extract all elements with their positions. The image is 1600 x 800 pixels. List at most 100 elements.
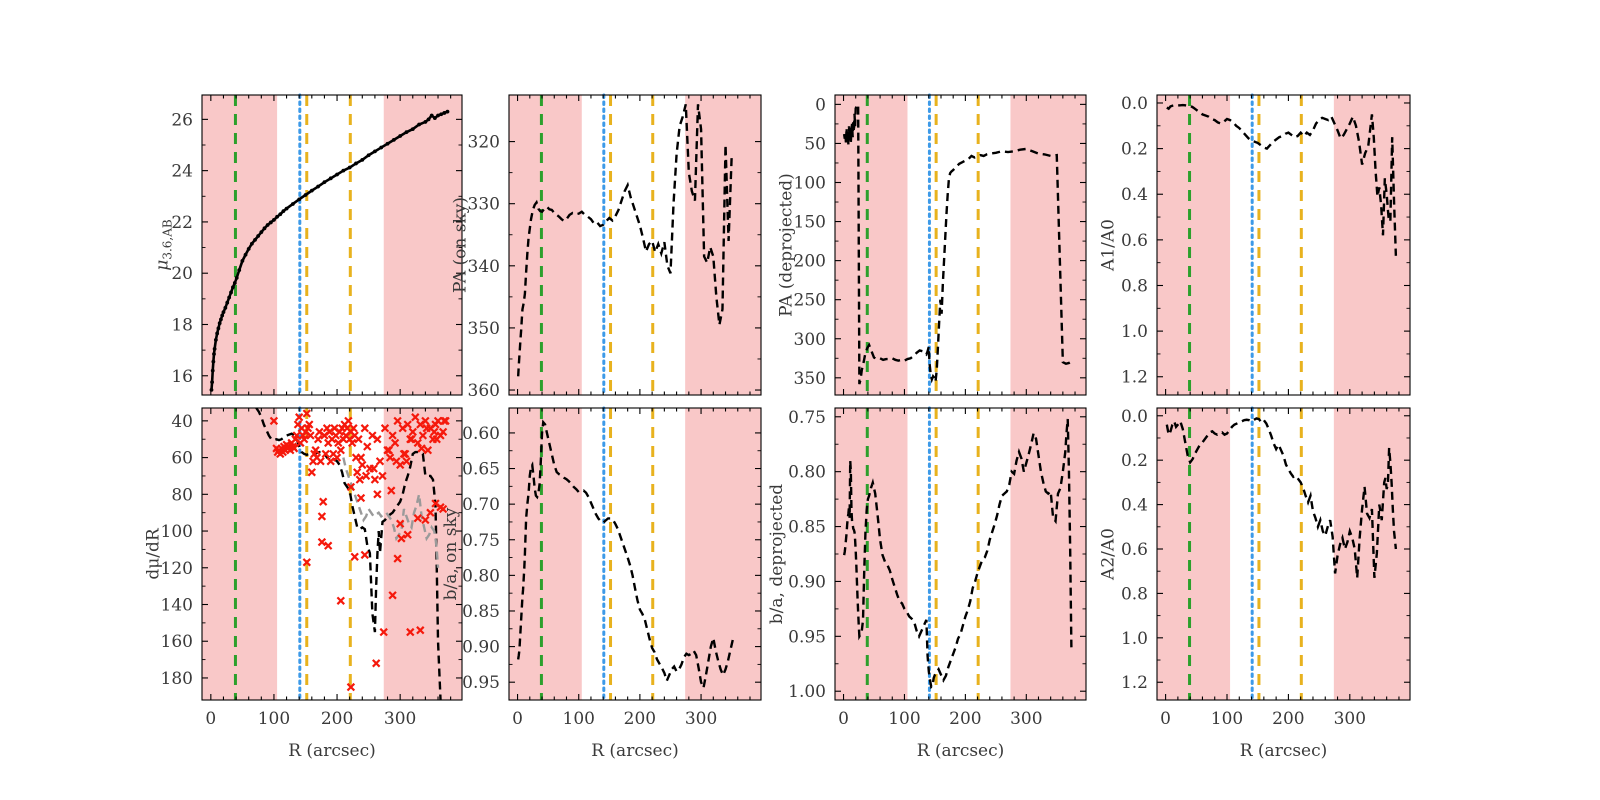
x-tick-label: 100 bbox=[563, 709, 595, 729]
scatter-marker-x bbox=[387, 486, 396, 495]
y-axis-label: dμ/dR bbox=[143, 527, 163, 580]
y-tick-label: 100 bbox=[794, 174, 826, 194]
y-tick-label: 360 bbox=[468, 381, 500, 401]
y-tick-label: 1.2 bbox=[1121, 368, 1148, 388]
panel-frame bbox=[834, 94, 1087, 396]
panel-frame bbox=[508, 94, 762, 396]
series-point bbox=[219, 317, 223, 322]
scatter-marker-x bbox=[384, 446, 393, 455]
x-tick-label: 0 bbox=[512, 709, 523, 729]
series-point bbox=[316, 184, 321, 189]
shaded-band-1 bbox=[1010, 95, 1086, 395]
shaded-band-1 bbox=[685, 408, 761, 700]
series-point bbox=[212, 346, 217, 351]
panel-mu36ab: 16 18 20 22 24 26 μ3.6,AB bbox=[153, 93, 463, 397]
scatter-marker-x bbox=[300, 435, 309, 444]
series-point bbox=[272, 217, 276, 222]
x-tick-label: 200 bbox=[321, 709, 353, 729]
series-point bbox=[223, 305, 228, 310]
y-tick-label: 160 bbox=[161, 632, 193, 652]
y-tick-label: 60 bbox=[171, 449, 193, 469]
series-point bbox=[366, 153, 371, 158]
y-axis-label: A1/A0 bbox=[1098, 219, 1118, 272]
y-tick-label: 0.60 bbox=[462, 424, 500, 444]
series-point bbox=[253, 237, 257, 242]
scatter-marker-x bbox=[438, 427, 448, 437]
scatter-marker-x bbox=[306, 431, 315, 440]
scatter-marker-x bbox=[360, 424, 369, 433]
y-tick-label: 340 bbox=[468, 257, 500, 277]
scatter-marker-x bbox=[421, 416, 430, 426]
scatter-marker-x bbox=[302, 409, 311, 418]
y-axis-label: PA (on sky) bbox=[450, 197, 470, 293]
scatter-marker-x bbox=[378, 471, 387, 481]
panel-ba_on_sky: 0 100 200 300 0.60 0.65 0.70 0.75 0.80 0.85 0.90 0.… bbox=[441, 406, 762, 761]
scatter-marker-x bbox=[411, 413, 420, 422]
scatter-marker-x bbox=[313, 435, 323, 444]
series-path-0 bbox=[1165, 417, 1398, 578]
series-point bbox=[217, 321, 222, 326]
x-tick-label: 300 bbox=[1334, 709, 1366, 729]
scatter-marker-x bbox=[380, 424, 390, 433]
x-tick-label: 100 bbox=[258, 709, 290, 729]
series-point bbox=[259, 230, 264, 235]
y-axis-label: b/a, on sky bbox=[441, 507, 461, 600]
series-path-1 bbox=[342, 457, 440, 568]
series-point bbox=[275, 214, 279, 219]
panel-frame bbox=[201, 407, 463, 701]
series-point bbox=[398, 134, 403, 138]
x-axis-label: R (arcsec) bbox=[591, 741, 679, 761]
scatter-marker-x bbox=[349, 424, 358, 433]
scatter-marker-x bbox=[292, 431, 301, 440]
scatter-marker-x bbox=[358, 460, 367, 470]
y-tick-label: 200 bbox=[794, 252, 826, 272]
x-tick-label: 200 bbox=[624, 709, 656, 729]
scatter-marker-x bbox=[436, 503, 445, 512]
scatter-marker-x bbox=[385, 453, 395, 462]
series-point bbox=[429, 113, 434, 118]
scatter-marker-x bbox=[295, 413, 304, 422]
y-tick-label: 0.90 bbox=[462, 638, 500, 658]
series-point bbox=[442, 111, 447, 115]
scatter-marker-x bbox=[392, 457, 401, 466]
shaded-band-1 bbox=[383, 95, 462, 395]
series-point bbox=[234, 275, 239, 280]
y-tick-label: 0.2 bbox=[1121, 451, 1148, 471]
series-point bbox=[278, 212, 283, 217]
series-point bbox=[221, 310, 226, 315]
series-point bbox=[243, 252, 248, 257]
scatter-marker-x bbox=[317, 512, 327, 521]
series-path-0 bbox=[842, 418, 1073, 690]
panel-a2_over_a0: 0 100 200 300 0.0 0.2 0.4 0.6 0.8 1.0 1.2 A2/A0 R (a… bbox=[1098, 406, 1411, 761]
x-tick-label: 0 bbox=[1160, 709, 1171, 729]
y-tick-label: 320 bbox=[468, 133, 500, 153]
x-axis-label: R (arcsec) bbox=[1240, 741, 1328, 761]
scatter-marker-x bbox=[361, 471, 371, 481]
panel-frame bbox=[1156, 94, 1411, 396]
scatter-marker-x bbox=[403, 530, 412, 539]
series-path-0 bbox=[255, 408, 442, 700]
y-tick-label: 26 bbox=[171, 110, 193, 130]
shaded-band-0 bbox=[202, 408, 278, 700]
y-tick-label: 1.0 bbox=[1121, 629, 1148, 649]
scatter-marker-x bbox=[332, 453, 342, 462]
y-tick-label: 0.80 bbox=[462, 566, 500, 586]
x-tick-label: 0 bbox=[205, 709, 216, 729]
scatter-marker-x bbox=[388, 431, 397, 440]
y-tick-label: 0.75 bbox=[788, 408, 826, 428]
shaded-band-0 bbox=[835, 95, 908, 395]
y-tick-label: 250 bbox=[794, 291, 826, 311]
scatter-marker-x bbox=[402, 457, 411, 466]
y-tick-label: 330 bbox=[468, 195, 500, 215]
scatter-marker-x bbox=[418, 431, 428, 440]
series-point bbox=[262, 226, 267, 231]
scatter-marker-x bbox=[307, 468, 316, 477]
series-point bbox=[417, 122, 421, 127]
scatter-marker-x bbox=[317, 537, 327, 547]
scatter-marker-x bbox=[399, 449, 409, 459]
scatter-marker-x bbox=[363, 442, 372, 451]
scatter-marker-x bbox=[321, 449, 330, 459]
series-point bbox=[227, 295, 232, 300]
